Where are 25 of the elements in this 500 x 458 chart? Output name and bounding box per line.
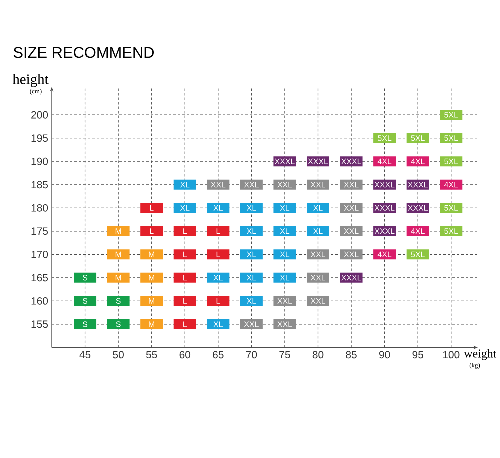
chart-title: SIZE RECOMMEND — [14, 47, 154, 58]
x-tick-label: 90 — [379, 351, 390, 359]
x-tick-label: 95 — [412, 351, 424, 359]
x-axis-title: weight — [464, 349, 497, 360]
y-tick-label: 200 — [32, 111, 48, 119]
y-tick-label: 180 — [32, 204, 48, 212]
x-tick-label: 70 — [246, 351, 258, 359]
x-tick-label: 55 — [146, 351, 158, 359]
y-tick-label: 175 — [32, 228, 48, 236]
y-tick-label: 155 — [32, 320, 48, 328]
x-tick-label: 50 — [113, 351, 124, 359]
x-tick-label: 80 — [312, 351, 324, 359]
x-tick-label: 75 — [280, 351, 290, 359]
y-tick-label: 185 — [32, 181, 48, 189]
x-tick-label: 60 — [180, 351, 191, 359]
x-tick-label: 45 — [80, 351, 91, 359]
y-tick-label: 170 — [32, 250, 48, 258]
y-tick-label: 195 — [32, 134, 48, 142]
y-tick-label: 160 — [32, 297, 48, 305]
x-tick-label: 85 — [346, 351, 357, 359]
y-tick-label: 165 — [32, 274, 48, 282]
y-axis-title: height — [12, 74, 49, 88]
x-tick-label: 100 — [443, 351, 460, 359]
y-tick-label: 190 — [32, 158, 48, 166]
x-tick-label: 65 — [213, 351, 224, 359]
